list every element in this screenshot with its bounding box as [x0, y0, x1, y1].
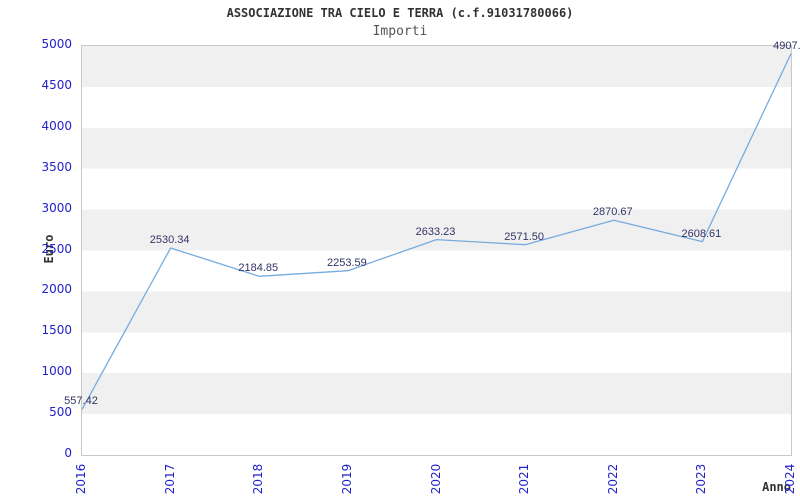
chart-title: ASSOCIAZIONE TRA CIELO E TERRA (c.f.9103…: [226, 6, 574, 20]
x-tick-label: 2018: [251, 463, 266, 495]
x-tick-label: 2024: [783, 463, 797, 495]
x-tick-label: 2020: [428, 463, 443, 495]
x-tick-label: 2016: [74, 463, 88, 495]
y-tick-label: 1500: [41, 323, 72, 338]
x-tick-label: 2019: [339, 463, 354, 495]
data-point-label: 557.42: [64, 395, 98, 408]
x-tick-label: 2023: [694, 463, 709, 495]
y-tick-label: 5000: [41, 37, 72, 51]
y-tick-label: 3000: [41, 200, 72, 215]
x-tick-label: 2021: [517, 463, 532, 495]
x-tick-label: 2022: [605, 463, 620, 495]
data-point-label: 2530.34: [149, 234, 190, 247]
data-point-label: 2633.23: [415, 225, 456, 238]
plot-area: [81, 45, 792, 456]
line-plot: [81, 53, 792, 410]
data-point-label: 2571.50: [504, 230, 545, 243]
data-point-label: 2608.61: [681, 227, 722, 240]
y-tick-label: 500: [49, 405, 72, 420]
data-point-label: 2184.85: [238, 262, 279, 275]
x-axis-title: Anno: [762, 480, 791, 494]
y-tick-label: 2000: [41, 282, 72, 297]
data-point-label: 2253.59: [326, 256, 367, 269]
y-tick-label: 3500: [41, 159, 72, 174]
data-point-label: 4907.1: [773, 39, 800, 52]
y-tick-label: 4500: [41, 77, 72, 92]
y-tick-label: 2500: [41, 241, 72, 256]
y-tick-label: 4000: [41, 118, 72, 133]
chart-subtitle: Importi: [372, 24, 428, 39]
x-tick-label: 2017: [162, 463, 177, 495]
data-series-line: [81, 53, 792, 410]
y-tick-label: 0: [64, 446, 72, 460]
data-point-label: 2870.67: [592, 206, 633, 219]
y-tick-label: 1000: [41, 364, 72, 379]
